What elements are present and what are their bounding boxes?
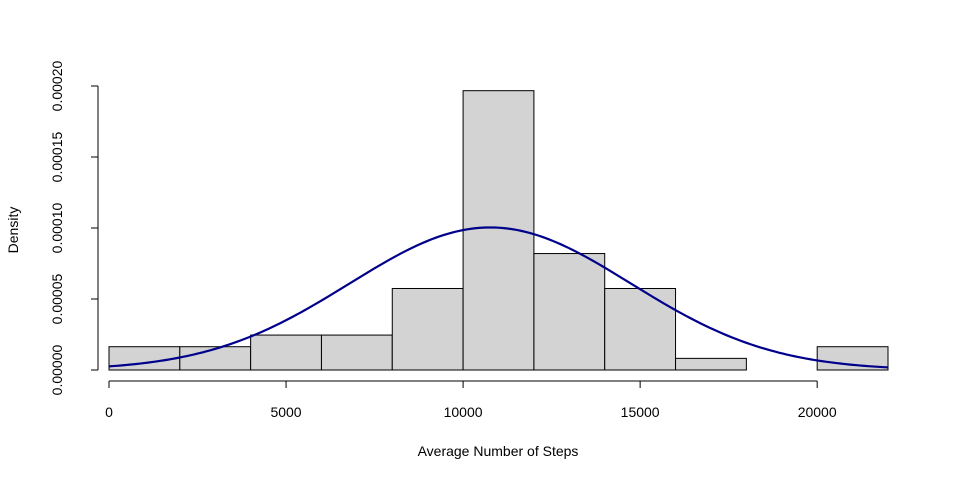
histogram-bar-7: [604, 287, 677, 371]
histogram-bar-10: [816, 346, 889, 371]
y-tick-label-2: 0.00010: [49, 202, 65, 253]
histogram-bars: [108, 90, 889, 371]
y-tick-label-4: 0.00020: [49, 60, 65, 111]
x-axis-title: Average Number of Steps: [418, 443, 579, 459]
density-curve: [108, 226, 889, 369]
histogram-bar-3: [320, 334, 393, 371]
y-tick-label-1: 0.00005: [49, 273, 65, 324]
histogram-bar-2: [250, 334, 322, 371]
histogram-bar-6: [533, 253, 606, 371]
x-tick-label-1: 5000: [270, 404, 301, 420]
x-axis: 0 5000 10000 15000 20000: [105, 380, 837, 420]
histogram-bar-4: [391, 287, 464, 371]
x-tick-label-0: 0: [105, 404, 113, 420]
x-tick-label-3: 15000: [621, 404, 660, 420]
y-axis: 0.00000 0.00005 0.00010 0.00015 0.00020: [49, 60, 99, 395]
y-axis-title: Density: [5, 207, 21, 254]
histogram-bar-1: [179, 346, 252, 371]
histogram-bar-8: [675, 357, 747, 371]
y-tick-label-0: 0.00000: [49, 344, 65, 395]
x-tick-label-4: 20000: [798, 404, 837, 420]
y-tick-label-3: 0.00015: [49, 131, 65, 182]
x-tick-label-2: 10000: [444, 404, 483, 420]
